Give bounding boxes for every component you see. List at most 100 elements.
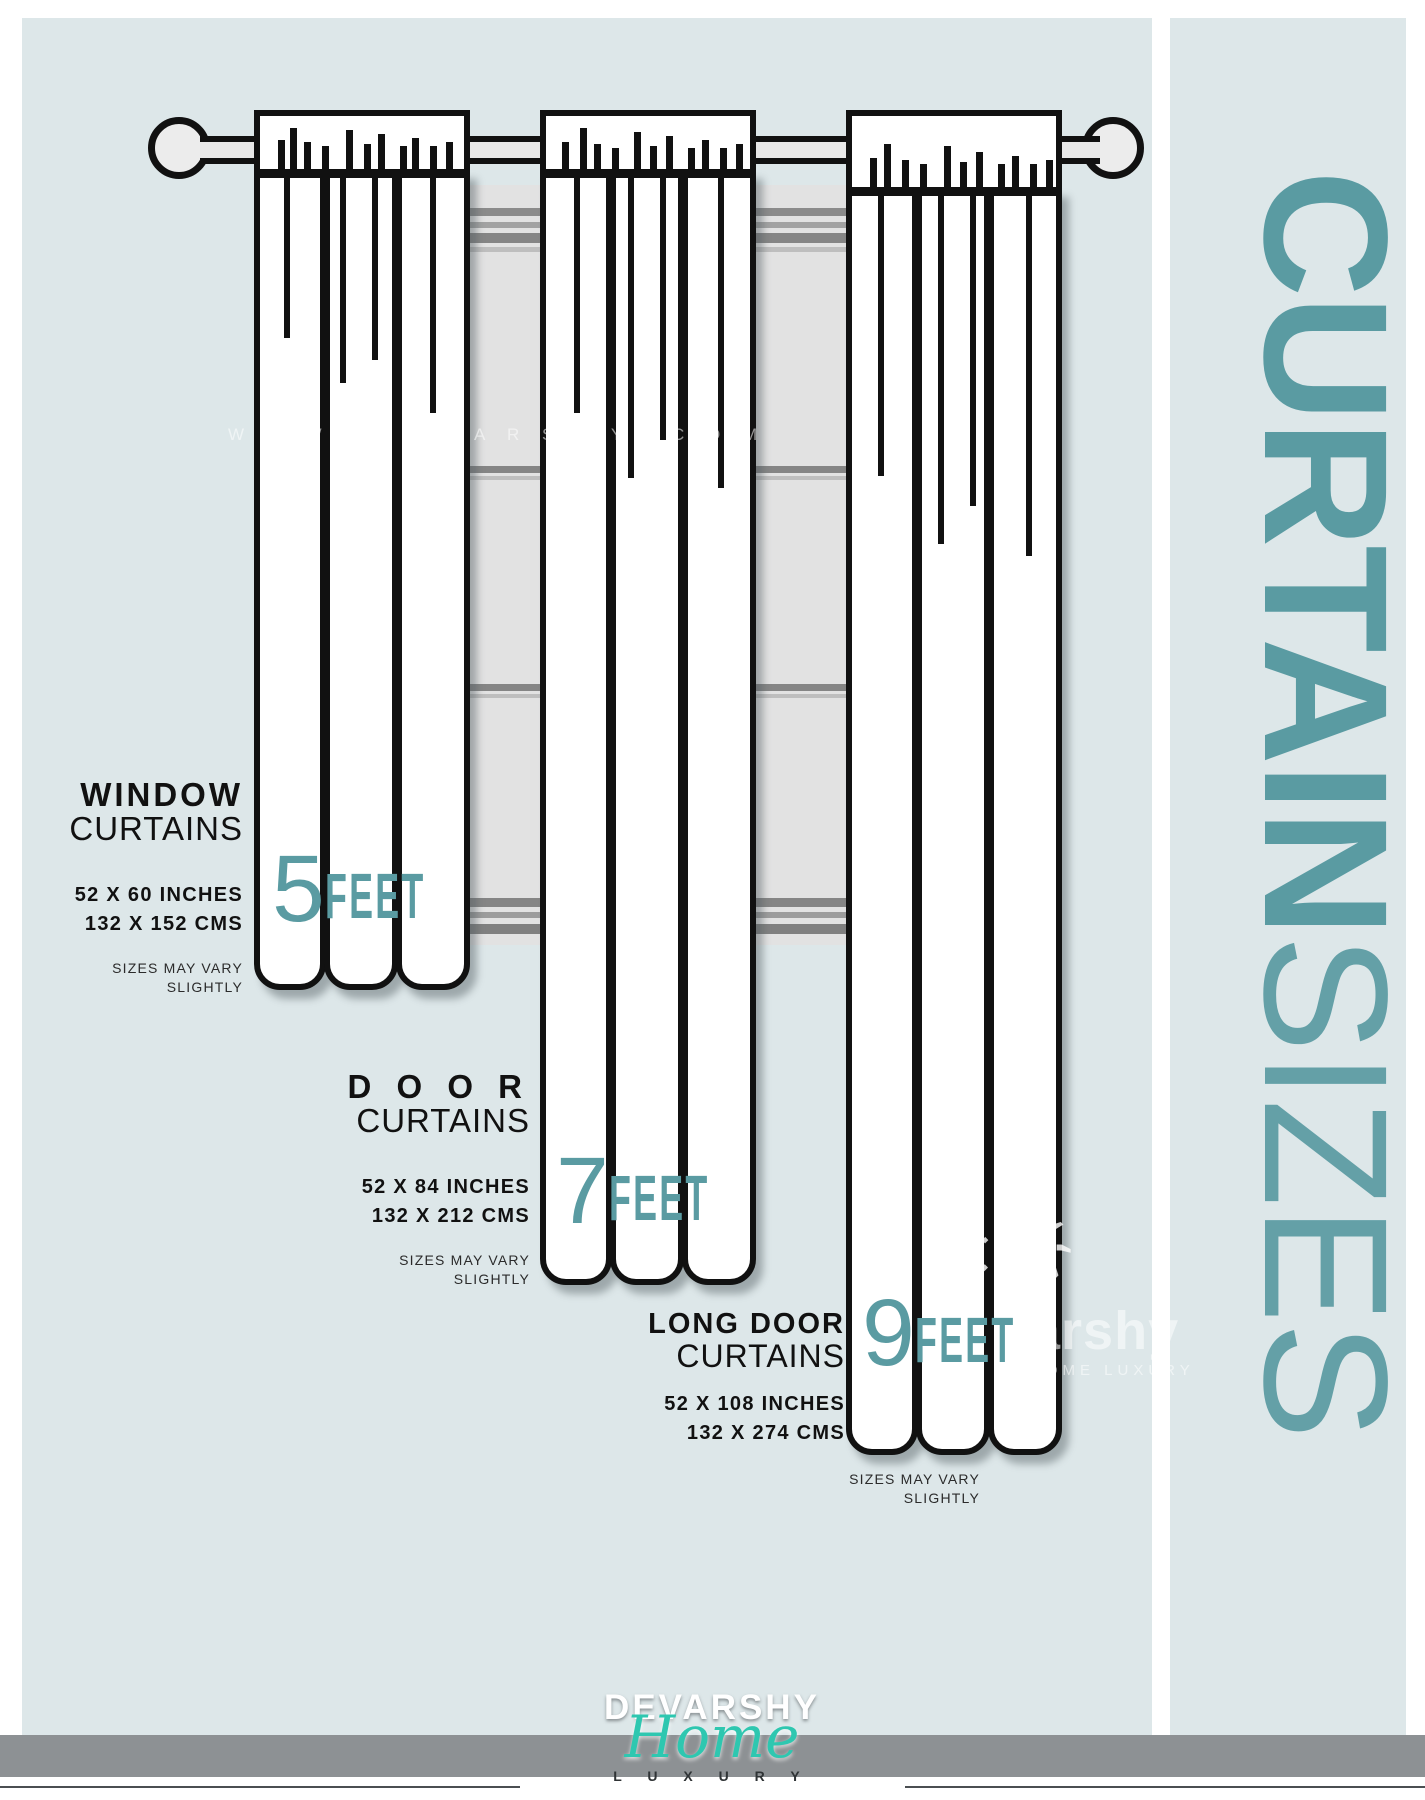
curtain-fold (938, 196, 944, 544)
watermark-brand: arshy HOME LUXURY (1030, 1300, 1195, 1379)
pleat (702, 140, 709, 174)
window-rail-7 (470, 684, 1050, 691)
pleat (976, 152, 983, 194)
pleat (612, 148, 619, 174)
curtain-panel (610, 170, 684, 1285)
pleat (322, 146, 329, 174)
section-note-line2: SLIGHTLY (166, 979, 243, 996)
feet-number: 5 (272, 835, 325, 942)
section-title-thin: CURTAINS (356, 1102, 530, 1139)
pleat (870, 158, 877, 194)
pleat (666, 136, 673, 174)
pleat (562, 142, 569, 174)
background-white-divider (1152, 18, 1170, 1784)
section-note-line2: SLIGHTLY (903, 1490, 980, 1507)
footer-logo-tagline: L U X U R Y (613, 1768, 811, 1784)
window-rail-1 (470, 208, 1050, 216)
pleat (920, 164, 927, 194)
pleat (634, 132, 641, 174)
pleat (378, 134, 385, 174)
feet-unit: FEET (914, 1304, 1016, 1377)
curtain-window (254, 110, 470, 990)
section-title-thin: CURTAINS (69, 810, 243, 847)
pleat (650, 146, 657, 174)
pleat (412, 138, 419, 174)
section-title-bold: LONG DOOR (648, 1308, 845, 1340)
window-rail-11 (470, 924, 1050, 934)
curtain-fold (628, 178, 634, 478)
pleat (446, 142, 453, 174)
curtain-panel (916, 188, 990, 1455)
pleat (1030, 164, 1037, 194)
curtain-fold (340, 178, 346, 383)
feet-label-door: 7 FEET (556, 1128, 788, 1244)
curtain-door-panels (540, 110, 756, 1285)
pleat (304, 142, 311, 174)
curtain-fold (1026, 196, 1032, 556)
footer-white-strip (0, 1777, 1425, 1800)
section-note-line1: SIZES MAY VARY (112, 959, 243, 976)
feet-label-long-door: 9 FEET (862, 1270, 1094, 1386)
label-long-door-curtains: LONG DOOR CURTAINS 52 X 108 INCHES 132 X… (545, 1308, 979, 1509)
rod-finial-right (1082, 117, 1144, 179)
rod-finial-left (148, 117, 210, 179)
pleat (594, 144, 601, 174)
section-size-cms: 132 X 152 CMS (84, 912, 243, 935)
pleat (364, 144, 371, 174)
curtain-fold (660, 178, 666, 440)
curtain-header (846, 110, 1062, 196)
curtain-panel (254, 170, 326, 990)
footer-logo: DEVARSHY Home L U X U R Y (512, 1690, 912, 1790)
footer-logo-script: Home (624, 1703, 800, 1771)
footer-bar (0, 1735, 1425, 1777)
section-size-inches: 52 X 84 INCHES (361, 1175, 530, 1198)
label-window-curtains: WINDOW CURTAINS 52 X 60 INCHES 132 X 152… (0, 778, 243, 998)
section-size-cms: 132 X 274 CMS (686, 1421, 845, 1444)
feet-label-window: 5 FEET (272, 826, 504, 942)
window-rail-3 (470, 233, 1050, 243)
watermark-ornament-icon: ҉❦҉ (1000, 1217, 1077, 1282)
window-rail-6 (470, 476, 1050, 480)
section-size-cms: 132 X 212 CMS (371, 1204, 530, 1227)
pleat (346, 130, 353, 174)
pleat (944, 146, 951, 194)
pleat (430, 146, 437, 174)
background-panel-right (1170, 18, 1406, 1784)
feet-number: 9 (862, 1279, 915, 1386)
page-title-text: CURTAINSIZES (1227, 170, 1423, 1438)
curtain-long-door-panels (846, 110, 1062, 1455)
pleat (400, 146, 407, 174)
section-note-line1: SIZES MAY VARY (849, 1470, 980, 1487)
window-rail-8 (470, 694, 1050, 698)
section-size-inches: 52 X 108 INCHES (664, 1392, 845, 1415)
section-title-bold: WINDOW (80, 776, 243, 813)
section-size-inches: 52 X 60 INCHES (74, 883, 243, 906)
section-title-bold: D O O R (347, 1068, 530, 1105)
pleat (736, 144, 743, 174)
curtain-fold (970, 196, 976, 506)
pleat (998, 164, 1005, 194)
curtain-door (540, 110, 756, 1285)
window-rail-4 (470, 247, 1050, 252)
curtain-panel (988, 188, 1062, 1455)
footer-rule-right (905, 1786, 1425, 1788)
pleat (688, 148, 695, 174)
curtain-header (254, 110, 470, 178)
section-note-line2: SLIGHTLY (453, 1271, 530, 1288)
feet-number: 7 (556, 1137, 609, 1244)
pleat (1012, 156, 1019, 194)
pleat (580, 128, 587, 174)
footer-rule-left (0, 1786, 520, 1788)
page-title-vertical: CURTAINSIZES (1163, 170, 1423, 1450)
curtain-fold (718, 178, 724, 488)
pleat (902, 160, 909, 194)
pleat (720, 148, 727, 174)
curtain-fold (372, 178, 378, 360)
curtain-long-door (846, 110, 1062, 1455)
footer-logo-primary: DEVARSHY (604, 1688, 820, 1727)
pleat (290, 128, 297, 174)
window-rail-10 (470, 912, 1050, 918)
label-door-curtains: D O O R CURTAINS 52 X 84 INCHES 132 X 21… (240, 1070, 530, 1290)
window-rail-9 (470, 898, 1050, 907)
